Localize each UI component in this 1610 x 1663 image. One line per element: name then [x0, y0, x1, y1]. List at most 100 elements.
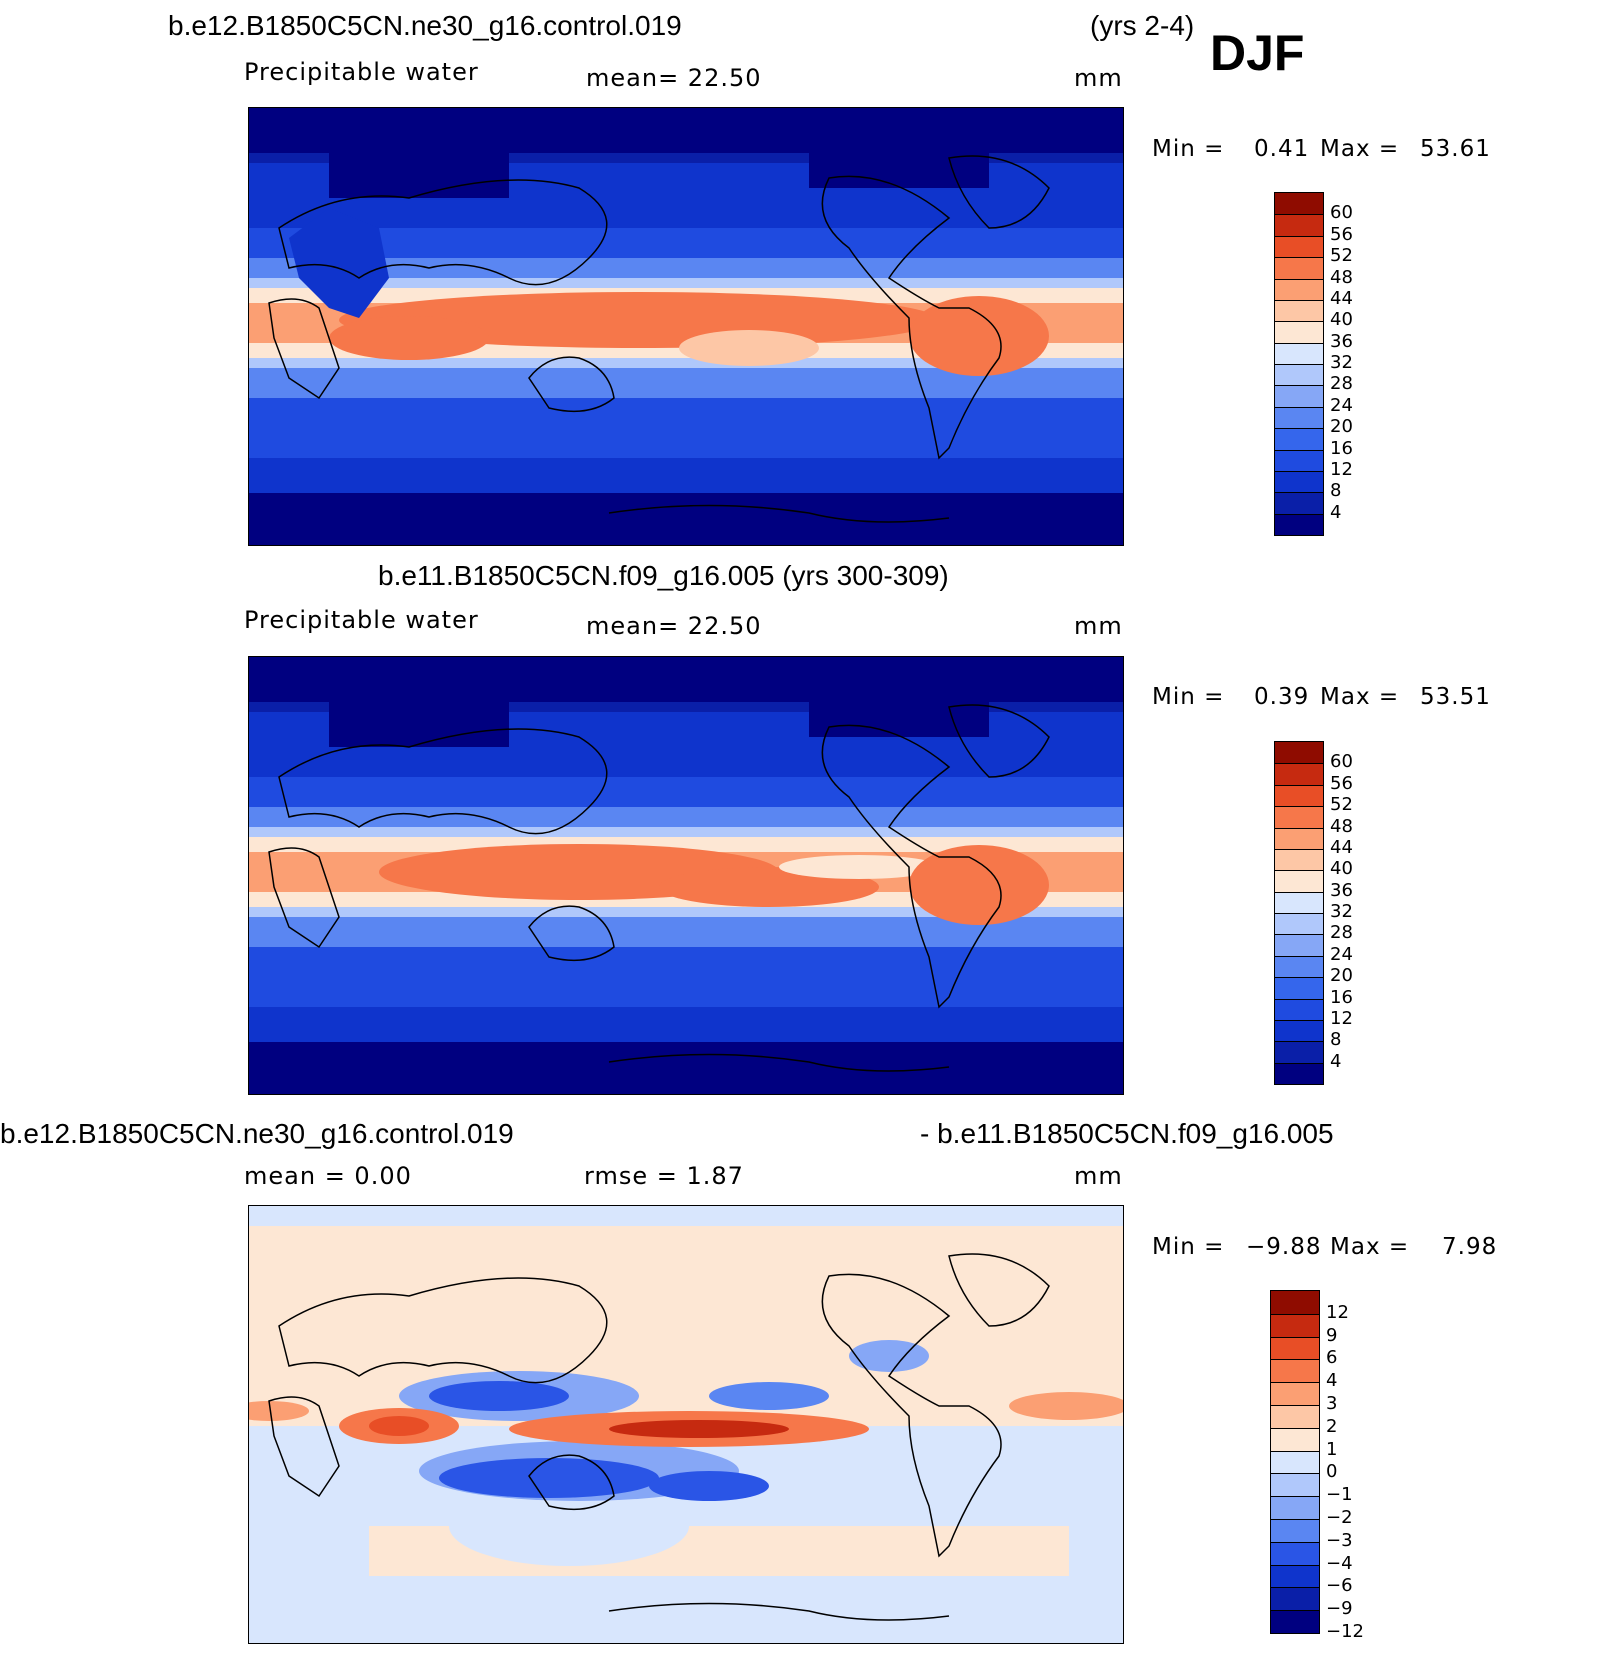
colorbar-swatch: [1271, 1541, 1319, 1565]
colorbar-swatch: [1275, 955, 1323, 978]
colorbar-tick-label: 52: [1330, 794, 1353, 816]
panel3-rmse-label: rmse = 1.87: [584, 1162, 744, 1190]
panel3-colorbar: [1270, 1290, 1320, 1634]
colorbar-tick-label: 20: [1330, 965, 1353, 987]
colorbar-tick-label: 56: [1330, 223, 1353, 245]
colorbar-tick-label: 8: [1330, 1029, 1342, 1051]
colorbar-swatch: [1275, 321, 1323, 343]
colorbar-swatch: [1275, 891, 1323, 913]
colorbar-swatch: [1271, 1587, 1319, 1611]
panel3-case-title-left: b.e12.B1850C5CN.ne30_g16.control.019: [0, 1118, 514, 1149]
panel3-map: [248, 1205, 1124, 1644]
colorbar-tick-label: −2: [1326, 1507, 1353, 1528]
colorbar-swatch: [1271, 1496, 1319, 1519]
colorbar-swatch: [1275, 257, 1323, 279]
panel1-min-label: Min =: [1152, 136, 1225, 162]
colorbar-swatch: [1275, 342, 1323, 364]
panel2-max-value: 53.51: [1420, 684, 1491, 710]
colorbar-tick-label: 60: [1330, 751, 1353, 773]
colorbar-swatch: [1275, 299, 1323, 322]
colorbar-tick-label: 48: [1330, 266, 1353, 288]
colorbar-tick-label: 24: [1330, 394, 1353, 416]
colorbar-tick-label: 12: [1330, 1007, 1353, 1029]
colorbar-swatch: [1275, 848, 1323, 871]
colorbar-swatch: [1271, 1382, 1319, 1405]
colorbar-swatch: [1275, 1062, 1323, 1084]
colorbar-swatch: [1275, 827, 1323, 849]
colorbar-tick-label: 16: [1330, 437, 1353, 459]
panel1-map: [248, 107, 1124, 546]
panel2-max-label: Max =: [1320, 684, 1400, 710]
colorbar-tick-label: 28: [1330, 922, 1353, 944]
colorbar-swatch: [1275, 513, 1323, 535]
colorbar-tick-label: −1: [1326, 1484, 1353, 1506]
panel2-map: [248, 656, 1124, 1095]
panel1-min-value: 0.41: [1254, 136, 1310, 162]
colorbar-tick-label: 32: [1330, 901, 1353, 922]
colorbar-swatch: [1275, 492, 1323, 514]
colorbar-tick-label: 6: [1326, 1347, 1338, 1369]
panel1-map-svg: [249, 108, 1123, 545]
colorbar-tick-label: −3: [1326, 1529, 1353, 1551]
colorbar-swatch: [1275, 214, 1323, 236]
colorbar-tick-label: 32: [1330, 352, 1353, 373]
colorbar-tick-label: 0: [1326, 1461, 1338, 1483]
panel2-case-title: b.e11.B1850C5CN.f09_g16.005 (yrs 300-309…: [378, 560, 949, 591]
panel3-case-title-right: - b.e11.B1850C5CN.f09_g16.005: [920, 1118, 1334, 1149]
colorbar-tick-label: 9: [1326, 1324, 1338, 1346]
colorbar-tick-label: 60: [1330, 202, 1353, 224]
colorbar-swatch: [1275, 193, 1323, 215]
panel2-variable-label: Precipitable water: [244, 606, 479, 634]
panel3-units: mm: [1074, 1162, 1123, 1190]
panel3-max-label: Max =: [1330, 1234, 1410, 1260]
colorbar-tick-label: 12: [1326, 1301, 1349, 1323]
colorbar-tick-label: −12: [1326, 1621, 1364, 1642]
colorbar-swatch: [1275, 364, 1323, 386]
colorbar-swatch: [1271, 1564, 1319, 1588]
panel2-colorbar: [1274, 741, 1324, 1085]
panel1-colorbar: [1274, 192, 1324, 536]
colorbar-tick-label: −9: [1326, 1598, 1353, 1620]
panel2-mean-label: mean= 22.50: [586, 612, 762, 640]
colorbar-tick-label: −4: [1326, 1552, 1353, 1574]
colorbar-tick-label: 24: [1330, 943, 1353, 965]
colorbar-swatch: [1271, 1359, 1319, 1383]
colorbar-swatch: [1275, 1041, 1323, 1063]
colorbar-swatch: [1275, 406, 1323, 429]
panel1-max-value: 53.61: [1420, 136, 1491, 162]
panel1-units: mm: [1074, 64, 1123, 92]
colorbar-tick-label: 3: [1326, 1393, 1338, 1414]
colorbar-swatch: [1271, 1336, 1319, 1360]
panel3-max-value: 7.98: [1442, 1234, 1498, 1260]
colorbar-tick-label: 8: [1330, 480, 1342, 502]
colorbar-swatch: [1275, 278, 1323, 300]
colorbar-tick-label: 56: [1330, 772, 1353, 794]
colorbar-swatch: [1275, 428, 1323, 450]
colorbar-swatch: [1275, 977, 1323, 999]
panel1-case-title: b.e12.B1850C5CN.ne30_g16.control.019: [168, 10, 682, 41]
colorbar-swatch: [1271, 1291, 1319, 1314]
colorbar-swatch: [1275, 470, 1323, 493]
colorbar-swatch: [1275, 998, 1323, 1020]
colorbar-tick-label: 4: [1330, 1050, 1342, 1072]
colorbar-swatch: [1271, 1610, 1319, 1633]
panel2-map-svg: [249, 657, 1123, 1094]
panel1-mean-label: mean= 22.50: [586, 64, 762, 92]
colorbar-swatch: [1275, 806, 1323, 828]
colorbar-tick-label: 20: [1330, 416, 1353, 438]
panel3-mean-label: mean = 0.00: [244, 1162, 412, 1190]
colorbar-swatch: [1275, 784, 1323, 807]
colorbar-tick-label: 52: [1330, 245, 1353, 267]
colorbar-tick-label: 40: [1330, 858, 1353, 880]
colorbar-tick-label: 44: [1330, 287, 1353, 309]
colorbar-swatch: [1275, 763, 1323, 785]
panel3-map-svg: [249, 1206, 1123, 1643]
season-label: DJF: [1210, 25, 1305, 81]
colorbar-swatch: [1271, 1473, 1319, 1497]
colorbar-tick-label: 36: [1330, 330, 1353, 352]
colorbar-swatch: [1271, 1450, 1319, 1474]
colorbar-swatch: [1275, 385, 1323, 407]
colorbar-tick-label: 12: [1330, 458, 1353, 480]
panel1-variable-label: Precipitable water: [244, 58, 479, 86]
colorbar-tick-label: 1: [1326, 1438, 1338, 1460]
